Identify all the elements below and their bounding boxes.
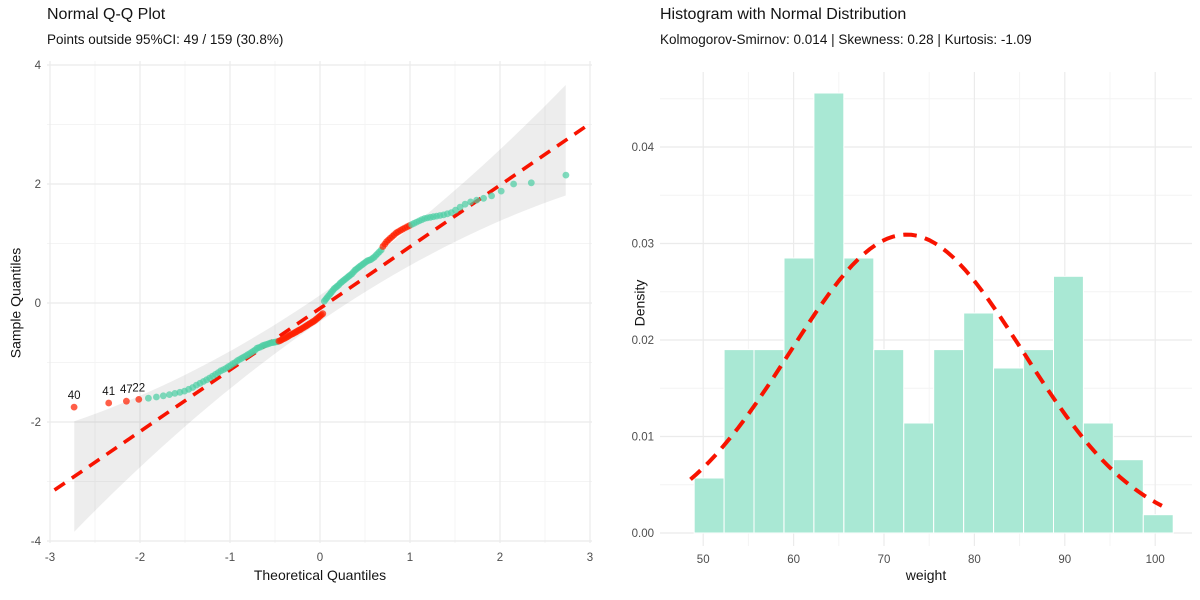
svg-text:-2: -2 (135, 552, 145, 564)
svg-text:41: 41 (102, 386, 115, 398)
histogram-x-axis-title: weight (905, 567, 947, 583)
histogram-panel: 50 60 70 80 90 100 0.00 0.01 0.02 0.03 0.04 Histog… (600, 0, 1200, 600)
qq-reference-line (53, 123, 590, 492)
svg-text:0.04: 0.04 (632, 142, 655, 154)
svg-text:90: 90 (1058, 554, 1071, 566)
svg-text:0.02: 0.02 (632, 335, 654, 347)
svg-text:2: 2 (497, 552, 503, 564)
qq-y-tick-labels: -4 -2 0 2 4 (31, 60, 42, 548)
qq-subtitle: Points outside 95%CI: 49 / 159 (30.8%) (47, 32, 284, 47)
hist-bars (693, 92, 1174, 534)
hist-normal-curve (689, 232, 1163, 508)
histogram-y-axis-title: Density (631, 279, 648, 327)
qq-major-gridlines (47, 61, 592, 543)
svg-text:-1: -1 (225, 552, 235, 564)
svg-text:1: 1 (407, 552, 413, 564)
qq-chart: 40 41 47 22 -3 -2 -1 0 1 2 3 -4 -2 0 2 4 (31, 60, 593, 564)
svg-text:-2: -2 (31, 417, 41, 429)
svg-text:40: 40 (68, 390, 81, 402)
hist-y-tick-labels: 0.00 0.01 0.02 0.03 0.04 (632, 142, 655, 540)
svg-text:-3: -3 (45, 552, 55, 564)
svg-text:4: 4 (35, 60, 42, 72)
svg-text:0.00: 0.00 (632, 528, 654, 540)
qq-plot-panel: 40 41 47 22 -3 -2 -1 0 1 2 3 -4 -2 0 2 4 Normal Q-Q Plo… (7, 6, 594, 583)
svg-text:70: 70 (878, 554, 891, 566)
svg-text:0: 0 (35, 298, 41, 310)
svg-text:47: 47 (120, 384, 133, 396)
svg-text:50: 50 (697, 554, 710, 566)
svg-text:-4: -4 (31, 536, 42, 548)
histogram-subtitle: Kolmogorov-Smirnov: 0.014 | Skewness: 0.… (660, 32, 1032, 47)
svg-text:0.01: 0.01 (632, 432, 654, 444)
histogram-title: Histogram with Normal Distribution (660, 6, 907, 23)
qq-title: Normal Q-Q Plot (47, 6, 166, 23)
qq-x-tick-labels: -3 -2 -1 0 1 2 3 (45, 552, 593, 564)
qq-outlier-labels: 40 41 47 22 (68, 382, 145, 402)
hist-x-tick-labels: 50 60 70 80 90 100 (697, 554, 1165, 566)
svg-text:22: 22 (132, 382, 145, 394)
qq-points (70, 171, 570, 411)
svg-text:2: 2 (35, 179, 41, 191)
svg-text:80: 80 (968, 554, 981, 566)
qq-x-axis-title: Theoretical Quantiles (253, 567, 387, 583)
svg-text:0: 0 (317, 552, 323, 564)
svg-text:100: 100 (1146, 554, 1165, 566)
svg-text:60: 60 (787, 554, 800, 566)
svg-text:0.03: 0.03 (632, 239, 654, 251)
svg-text:3: 3 (587, 552, 593, 564)
histogram-chart: 50 60 70 80 90 100 0.00 0.01 0.02 0.03 0.04 (632, 72, 1192, 566)
qq-y-axis-title: Sample Quantiles (7, 247, 24, 359)
